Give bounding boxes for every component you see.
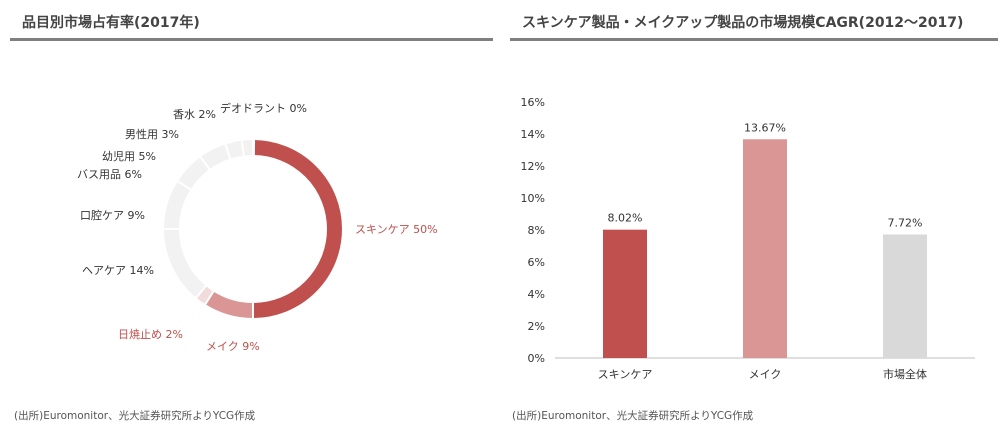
pie-title-rule (10, 38, 493, 41)
donut-slice-label: スキンケア 50% (355, 223, 438, 236)
y-tick-label: 2% (528, 320, 545, 333)
donut-slice-label: ヘアケア 14% (82, 264, 154, 277)
y-tick-label: 6% (528, 256, 545, 269)
donut-slice-label: 日焼止め 2% (118, 328, 183, 341)
bar-title-rule (510, 38, 998, 41)
y-tick-label: 0% (528, 352, 545, 365)
donut-slice-label: デオドラント 0% (220, 101, 307, 115)
bar (883, 234, 927, 358)
donut-slice-label: 口腔ケア 9% (80, 208, 145, 222)
y-tick-label: 10% (521, 192, 545, 205)
donut-slice (161, 228, 208, 300)
donut-slice (240, 137, 254, 158)
pie-source-note: (出所)Euromonitor、光大証券研究所よりYCG作成 (14, 410, 256, 422)
y-tick-label: 16% (521, 96, 545, 109)
donut-chart: スキンケア 50% メイク 9% 日焼止め 2% ヘアケア 14% 口腔ケア 9% バス用… (77, 101, 438, 353)
donut-slice (252, 137, 344, 321)
bar-panel-title: スキンケア製品・メイクアップ製品の市場規模CAGR(2012～2017) (522, 15, 964, 31)
bar (743, 139, 787, 358)
x-category-label: 市場全体 (883, 367, 927, 381)
donut-slice (252, 137, 256, 158)
donut-slice-label: 男性用 3% (125, 127, 179, 141)
bar-value-label: 8.02% (608, 212, 643, 225)
x-category-label: メイク (749, 368, 782, 381)
donut-slice-label: 香水 2% (173, 108, 216, 121)
y-tick-label: 12% (521, 160, 545, 173)
bar-source-note: (出所)Euromonitor、光大証券研究所よりYCG作成 (512, 410, 754, 422)
bar-chart: 0% 2% 4% 6% 8% 10% 12% 14% 16% 8.02% スキンケア 13.67% メイ… (521, 96, 975, 381)
bar-value-label: 13.67% (744, 121, 786, 134)
donut-slice-label: メイク 9% (206, 340, 260, 353)
pie-panel-title: 品目別市場占有率(2017年) (22, 15, 200, 31)
y-tick-label: 4% (528, 288, 545, 301)
y-tick-label: 14% (521, 128, 545, 141)
donut-slice-label: 幼児用 5% (102, 150, 156, 163)
y-tick-label: 8% (528, 224, 545, 237)
bar-value-label: 7.72% (888, 216, 923, 229)
bar (603, 229, 647, 358)
donut-slice-label: バス用品 6% (77, 168, 142, 181)
x-category-label: スキンケア (598, 368, 653, 381)
